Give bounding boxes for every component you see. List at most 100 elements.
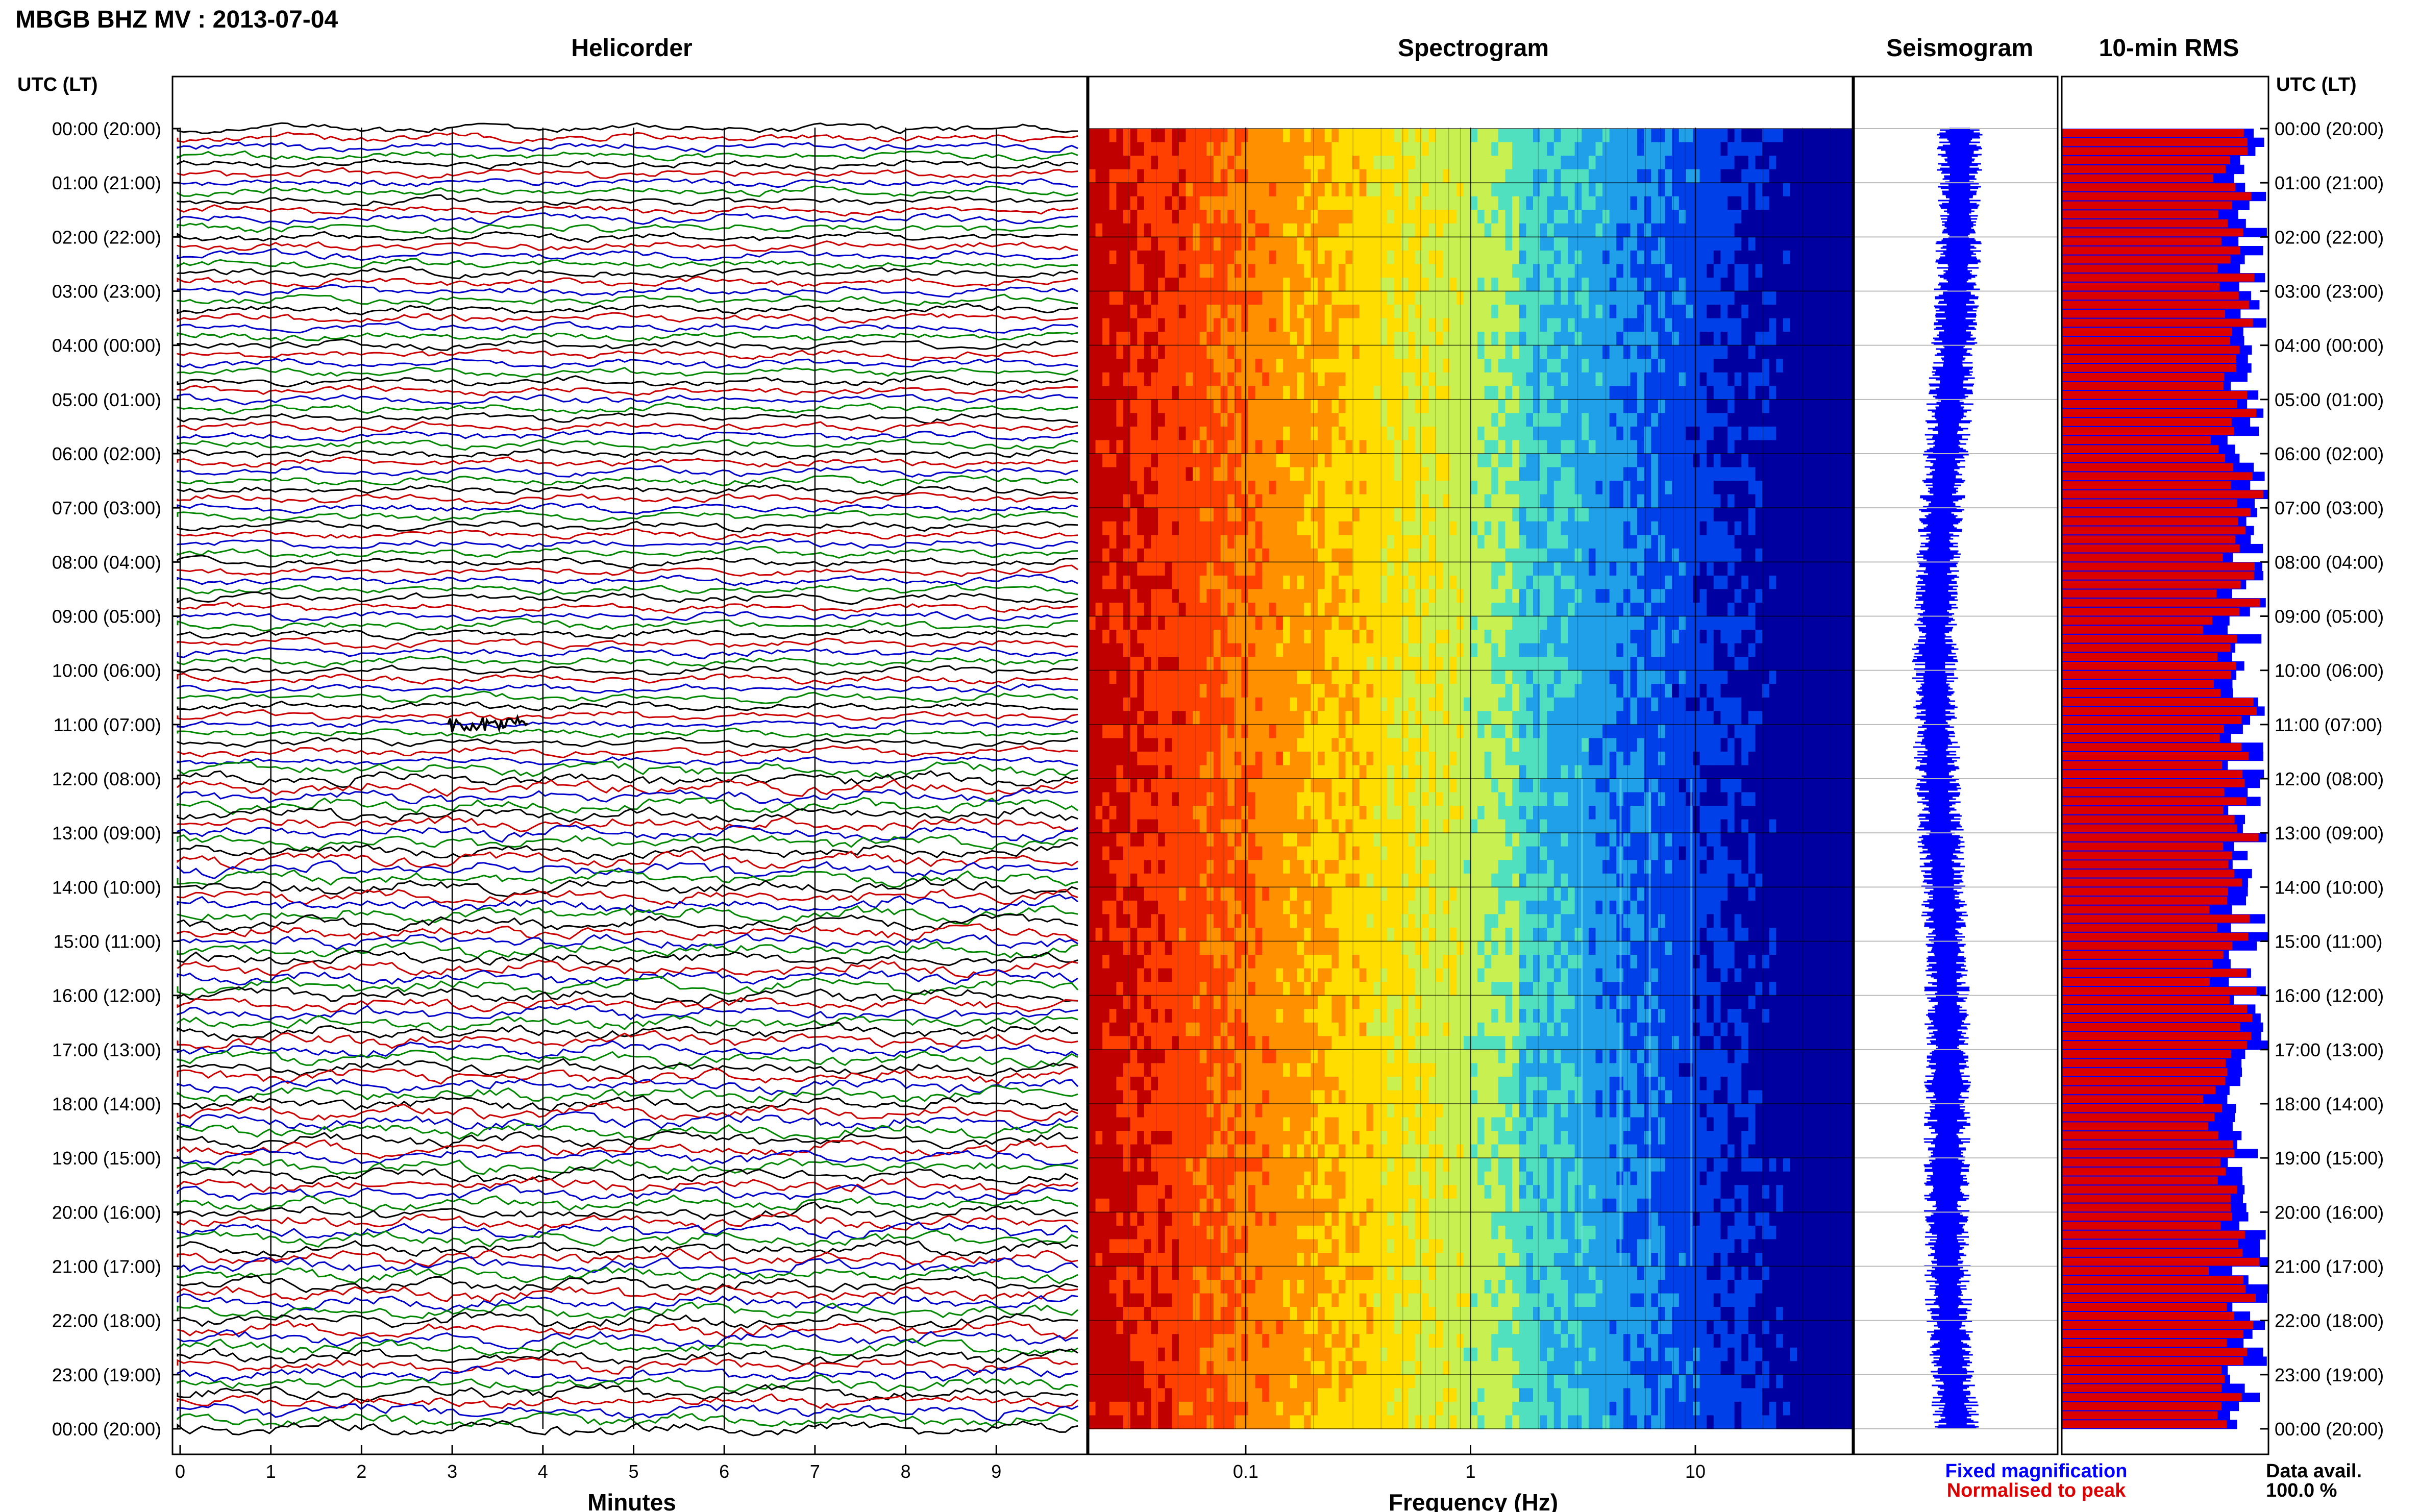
helicorder-trace <box>177 850 1078 870</box>
time-label-left: 17:00 (13:00) <box>52 1039 161 1060</box>
helicorder-trace <box>177 1166 1078 1185</box>
helicorder-trace <box>177 1022 1078 1042</box>
helicorder-trace <box>177 869 1078 888</box>
rms-bar-normalised <box>2062 174 2213 183</box>
rms-bar-normalised <box>2062 544 2240 553</box>
helicorder-trace <box>177 636 1078 650</box>
helicorder-trace <box>177 448 1078 460</box>
rms-bar-normalised <box>2062 869 2235 878</box>
helicorder-trace <box>177 797 1078 815</box>
rms-bar-normalised <box>2062 770 2243 778</box>
minutes-axis-label: Minutes <box>587 1489 676 1512</box>
helicorder-trace <box>177 834 1078 852</box>
helicorder-trace <box>177 276 1078 288</box>
rms-bar-normalised <box>2062 978 2210 986</box>
helicorder-trace <box>177 1201 1078 1221</box>
minutes-tick-label: 1 <box>266 1461 276 1482</box>
helicorder-trace <box>177 420 1078 433</box>
rms-bar-normalised <box>2062 851 2232 860</box>
helicorder-trace <box>177 950 1078 966</box>
rms-bar-normalised <box>2062 490 2263 499</box>
station-title: MBGB BHZ MV : 2013-07-04 <box>15 6 338 33</box>
helicorder-trace <box>177 941 1078 959</box>
minutes-tick-label: 0 <box>175 1461 185 1482</box>
rms-bar-normalised <box>2062 508 2251 516</box>
rms-bar-normalised <box>2062 1149 2235 1158</box>
time-label-left: 16:00 (12:00) <box>52 985 161 1006</box>
helicorder-trace <box>177 841 1078 861</box>
rms-bar-normalised <box>2062 309 2225 318</box>
spectrogram-title: Spectrogram <box>1398 35 1549 62</box>
rms-bar-normalised <box>2062 373 2225 381</box>
time-label-right: 07:00 (03:00) <box>2275 498 2384 518</box>
rms-bar-normalised <box>2062 391 2248 399</box>
helicorder-trace <box>177 1111 1078 1130</box>
rms-bar-normalised <box>2062 1357 2243 1366</box>
rms-bar-normalised <box>2062 1402 2221 1410</box>
rms-bar-normalised <box>2062 761 2223 770</box>
helicorder-trace <box>177 1329 1078 1350</box>
rms-bar-normalised <box>2062 219 2228 228</box>
rms-bar-normalised <box>2062 1158 2220 1167</box>
rms-bar-normalised <box>2062 183 2236 191</box>
helicorder-trace <box>177 617 1078 632</box>
helicorder-trace <box>177 719 1078 729</box>
time-label-right: 06:00 (02:00) <box>2275 443 2384 464</box>
time-label-right: 21:00 (17:00) <box>2275 1256 2384 1277</box>
time-label-right: 00:00 (20:00) <box>2275 1419 2384 1440</box>
rms-bar-normalised <box>2062 734 2220 742</box>
helicorder-trace <box>177 358 1078 369</box>
helicorder-trace <box>177 1301 1078 1320</box>
time-label-left: 03:00 (23:00) <box>52 281 161 302</box>
frequency-tick-label: 1 <box>1465 1461 1475 1482</box>
helicorder-trace <box>177 158 1078 171</box>
rms-bar-normalised <box>2062 1366 2221 1374</box>
helicorder-trace <box>177 393 1078 406</box>
seismogram-title: Seismogram <box>1886 35 2033 62</box>
rms-bar-normalised <box>2062 1104 2223 1112</box>
rms-bar-normalised <box>2062 969 2247 977</box>
time-label-left: 11:00 (07:00) <box>54 714 161 735</box>
rms-bar-normalised <box>2062 897 2228 905</box>
time-label-right: 08:00 (04:00) <box>2275 552 2384 573</box>
panel-frames <box>171 76 2269 1455</box>
legend-normalised-to-peak: Normalised to peak <box>1947 1480 2126 1501</box>
rms-bar-normalised <box>2062 1230 2245 1239</box>
time-label-left: 18:00 (14:00) <box>52 1094 161 1114</box>
helicorder-trace <box>177 745 1078 759</box>
helicorder-trace <box>177 185 1078 197</box>
rms-bar-normalised <box>2062 671 2231 679</box>
rms-bar-normalised <box>2062 156 2230 164</box>
helicorder-trace <box>177 284 1078 298</box>
helicorder-trace <box>177 1050 1078 1070</box>
helicorder-trace <box>177 1239 1078 1258</box>
rms-bar-normalised <box>2062 364 2237 372</box>
helicorder-trace <box>177 1130 1078 1150</box>
time-label-left: 00:00 (20:00) <box>52 118 161 139</box>
rms-bar-normalised <box>2062 1194 2231 1203</box>
rms-bar-normalised <box>2062 1050 2232 1058</box>
helicorder-trace <box>177 546 1078 559</box>
rms-bar-normalised <box>2062 454 2226 462</box>
rms-bar-normalised <box>2062 274 2255 282</box>
helicorder-trace <box>177 1285 1078 1303</box>
helicorder-trace <box>177 601 1078 614</box>
helicorder-trace <box>177 331 1078 342</box>
helicorder-trace <box>177 1014 1078 1032</box>
helicorder-trace <box>177 664 1078 676</box>
time-label-right: 15:00 (11:00) <box>2275 931 2382 952</box>
rms-bar-normalised <box>2062 1176 2218 1185</box>
rms-bar-normalised <box>2062 318 2253 327</box>
rms-bar-normalised <box>2062 572 2254 580</box>
helicorder-trace <box>177 484 1078 497</box>
data-avail-value: 100.0 % <box>2266 1480 2337 1501</box>
rms-bar-normalised <box>2062 987 2257 995</box>
time-label-left: 01:00 (21:00) <box>52 172 161 193</box>
rms-bar-normalised <box>2062 779 2245 787</box>
rms-bar-normalised <box>2062 932 2249 941</box>
time-label-left: 22:00 (18:00) <box>52 1310 161 1331</box>
helicorder-event <box>447 714 529 733</box>
helicorder-trace <box>177 1256 1078 1275</box>
time-label-right: 05:00 (01:00) <box>2275 389 2384 410</box>
grid-lines <box>179 128 2058 1429</box>
